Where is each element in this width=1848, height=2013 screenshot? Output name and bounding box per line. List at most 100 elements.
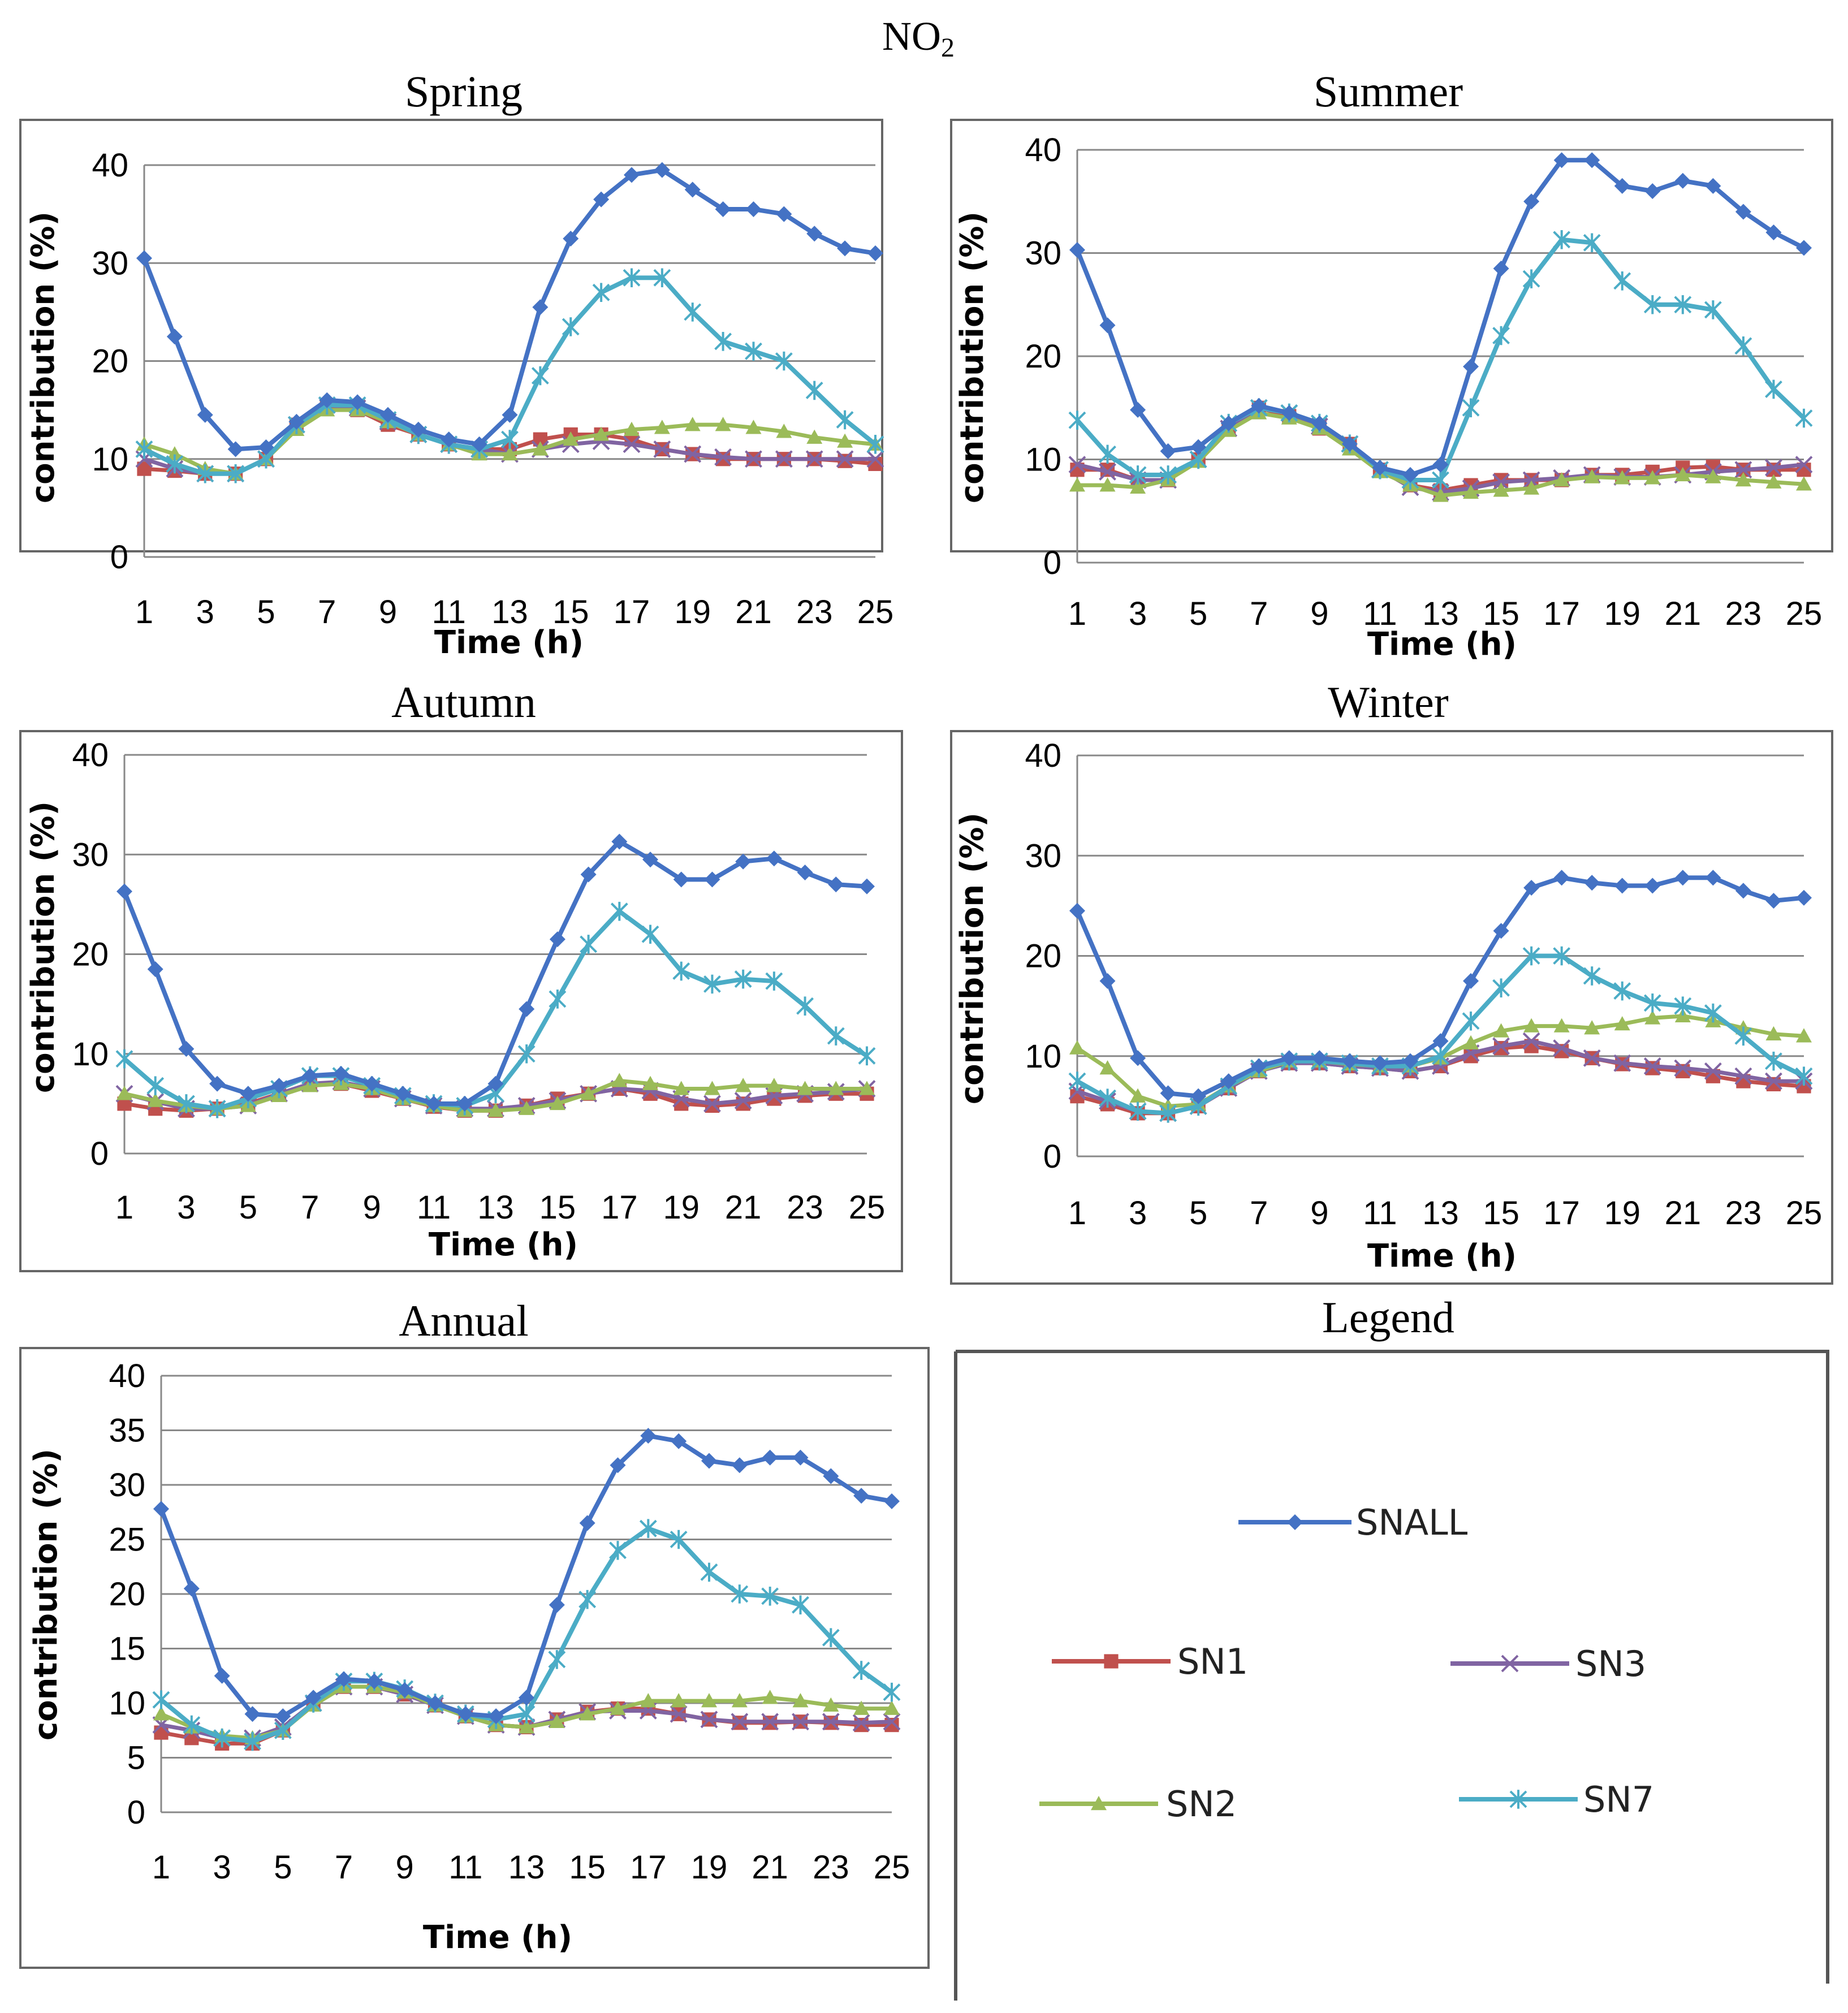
annual-xlabel: Time (h)	[423, 1919, 572, 1956]
summer-xtick-label: 3	[1129, 595, 1147, 632]
annual-point-sn7	[548, 1650, 566, 1669]
annual-point-sn3	[700, 1710, 718, 1729]
spring-point-sn2	[563, 431, 579, 446]
spring-point-sn3	[653, 440, 671, 458]
autumn-ytick-label: 30	[72, 836, 109, 873]
autumn-point-snall	[271, 1078, 287, 1094]
summer-point-snall	[1099, 317, 1116, 334]
annual-point-sn7	[670, 1530, 688, 1549]
spring-point-sn2	[532, 441, 549, 456]
spring-point-snall	[227, 441, 244, 457]
annual-point-sn7	[731, 1584, 749, 1604]
winter-point-sn7	[1704, 1003, 1722, 1023]
annual-point-sn3	[883, 1713, 901, 1731]
annual-ytick-label: 15	[109, 1631, 145, 1668]
autumn-ytick-label: 0	[90, 1135, 109, 1172]
summer-ytick-label: 30	[1025, 235, 1061, 272]
winter-point-snall	[1160, 1085, 1176, 1101]
legend-panel: Legend SNALL SN1 SN3 SN2 SN7	[954, 1293, 1829, 2001]
legend-item-sn2: SN2	[1039, 1783, 1237, 1825]
autumn-ylabel: contribution (%)	[25, 801, 62, 1093]
winter-point-sn7	[1129, 1101, 1147, 1121]
winter-point-snall	[1251, 1058, 1267, 1074]
autumn-xtick-label: 1	[115, 1189, 133, 1226]
summer-point-sn3	[1099, 463, 1116, 481]
winter-point-sn7	[1068, 1072, 1086, 1091]
spring-xtick-label: 5	[257, 594, 275, 630]
summer-xtick-label: 13	[1422, 595, 1459, 632]
annual-point-sn7	[852, 1661, 870, 1680]
autumn-point-sn3	[703, 1095, 721, 1113]
summer-point-sn7	[1522, 269, 1540, 288]
autumn-point-snall	[766, 850, 782, 867]
spring-xtick-label: 3	[196, 594, 214, 630]
winter-point-snall	[1644, 878, 1661, 894]
spring-point-sn7	[227, 464, 245, 483]
annual-point-sn2	[823, 1697, 839, 1712]
spring-point-sn2	[593, 426, 610, 441]
annual-ytick-label: 30	[109, 1467, 145, 1504]
summer-point-sn7	[1765, 379, 1782, 399]
annual-ytick-label: 40	[109, 1358, 145, 1394]
spring-xtick-label: 15	[552, 594, 589, 630]
winter-point-snall	[1130, 1050, 1146, 1066]
spring-point-snall	[715, 201, 731, 217]
winter-point-sn3	[1613, 1054, 1631, 1072]
spring-point-sn3	[866, 450, 884, 468]
annual-point-snall	[731, 1457, 748, 1474]
winter-ytick-label: 30	[1025, 837, 1061, 874]
autumn-point-snall	[178, 1040, 195, 1057]
summer-ytick-label: 0	[1043, 545, 1061, 581]
autumn-point-sn7	[827, 1026, 845, 1046]
autumn-point-sn2	[147, 1092, 163, 1107]
winter-point-sn2	[1493, 1023, 1509, 1038]
summer-point-snall	[1160, 443, 1176, 459]
annual-ytick-label: 25	[109, 1522, 145, 1558]
winter-point-sn2	[1614, 1016, 1630, 1031]
summer-point-sn7	[1099, 444, 1116, 464]
spring-point-sn3	[775, 450, 793, 468]
autumn-frame	[19, 730, 903, 1272]
winter-point-snall	[1220, 1073, 1237, 1090]
autumn-point-sn7	[208, 1099, 226, 1118]
summer-point-snall	[1069, 242, 1085, 258]
summer-point-sn7	[1613, 271, 1631, 291]
winter-point-snall	[1584, 875, 1600, 891]
autumn-point-snall	[735, 853, 752, 870]
summer-point-sn2	[1099, 477, 1116, 492]
autumn-point-snall	[673, 871, 689, 888]
spring-point-sn7	[623, 268, 641, 288]
summer-point-sn2	[1553, 472, 1570, 487]
winter-point-sn7	[1734, 1026, 1752, 1046]
autumn-point-snall	[487, 1075, 504, 1092]
spring-point-sn2	[715, 417, 731, 431]
annual-point-sn2	[519, 1719, 534, 1734]
winter-point-sn7	[1765, 1051, 1782, 1071]
spring-point-snall	[837, 240, 853, 257]
winter-point-sn7	[1492, 978, 1510, 998]
winter-point-snall	[1674, 870, 1691, 886]
winter-point-sn2	[1523, 1018, 1540, 1033]
spring-xtick-label: 25	[857, 594, 894, 630]
spring-point-sn3	[836, 450, 854, 468]
winter-xtick-label: 7	[1250, 1195, 1268, 1232]
autumn-point-sn7	[641, 925, 659, 944]
winter-point-sn2	[1553, 1018, 1570, 1033]
summer-point-snall	[1765, 224, 1782, 240]
summer-series-snall	[1069, 152, 1812, 483]
summer-title: Summer	[1314, 67, 1463, 116]
autumn-xtick-label: 23	[787, 1189, 823, 1226]
annual-ytick-label: 0	[127, 1794, 145, 1831]
autumn-point-sn7	[672, 961, 690, 981]
summer-point-snall	[1644, 183, 1661, 199]
annual-point-sn7	[517, 1704, 536, 1724]
summer-point-snall	[1735, 204, 1751, 220]
winter-point-sn7	[1583, 966, 1601, 986]
winter-ytick-label: 0	[1043, 1138, 1061, 1175]
spring-xtick-label: 1	[135, 594, 153, 630]
winter-point-sn2	[1796, 1028, 1812, 1043]
annual-point-sn2	[671, 1693, 687, 1708]
winter-point-sn2	[1584, 1020, 1600, 1035]
annual-xtick-label: 25	[874, 1849, 910, 1886]
